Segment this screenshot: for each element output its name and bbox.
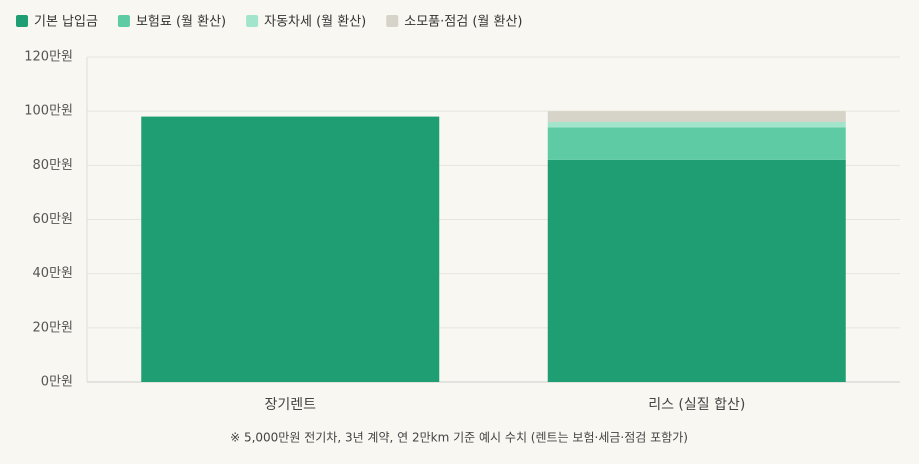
y-tick-label: 120만원 <box>24 50 73 65</box>
y-tick-label: 60만원 <box>33 212 73 227</box>
y-tick-label: 80만원 <box>33 158 73 173</box>
y-tick-label: 0만원 <box>41 375 73 390</box>
legend-label: 기본 납입금 <box>34 15 98 30</box>
legend-swatch <box>386 15 399 27</box>
bar-segment <box>547 111 846 122</box>
bar-segment <box>547 122 846 128</box>
legend-label: 보험료 (월 환산) <box>136 15 226 30</box>
y-tick-label: 20만원 <box>33 320 73 335</box>
x-tick-label: 리스 (실질 합산) <box>648 397 745 413</box>
legend-swatch <box>16 15 28 27</box>
bar-segment <box>141 116 440 382</box>
bar-segment <box>547 159 846 382</box>
footnote: ※ 5,000만원 전기차, 3년 계약, 연 2만km 기준 예시 수치 (렌… <box>230 430 688 445</box>
legend-swatch <box>117 15 130 27</box>
y-tick-label: 100만원 <box>24 104 73 119</box>
legend-swatch <box>246 15 259 27</box>
legend-label: 소모품·점검 (월 환산) <box>404 15 522 30</box>
y-tick-label: 40만원 <box>33 266 73 281</box>
legend-label: 자동차세 (월 환산) <box>264 15 366 30</box>
bar-segment <box>547 127 846 160</box>
x-tick-label: 장기렌트 <box>264 397 316 413</box>
